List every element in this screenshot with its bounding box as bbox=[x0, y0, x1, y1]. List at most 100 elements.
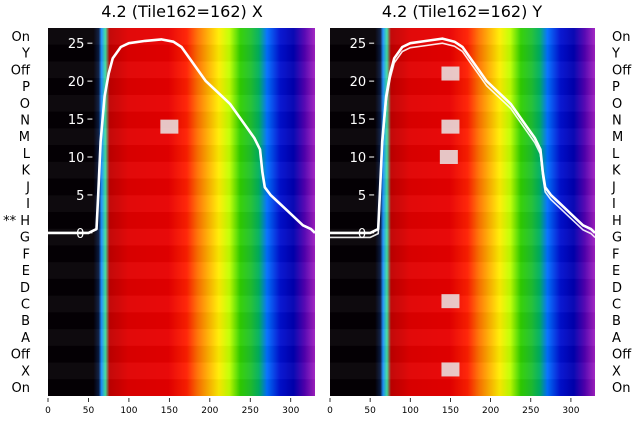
heatmap-row bbox=[48, 178, 315, 196]
row-label: N bbox=[612, 114, 622, 129]
heatmap-hotspot bbox=[441, 294, 460, 309]
heatmap-row bbox=[48, 212, 315, 229]
heatmap-row bbox=[48, 195, 315, 212]
heatmap-hotspot bbox=[441, 362, 460, 377]
x-tick-label: 100 bbox=[120, 406, 137, 416]
panel-title: 4.2 (Tile162=162) Y bbox=[382, 2, 543, 21]
row-label: A bbox=[612, 331, 621, 346]
y-tick-label: 25 bbox=[350, 37, 367, 52]
x-tick-label: 50 bbox=[364, 406, 376, 416]
heatmap-row bbox=[330, 28, 595, 45]
row-label: X bbox=[612, 364, 621, 379]
row-label: D bbox=[612, 281, 622, 296]
heatmap-row bbox=[48, 278, 315, 296]
y-tick-label: 10 bbox=[68, 151, 85, 166]
row-label: I bbox=[612, 197, 616, 212]
y-tick-label: 20 bbox=[68, 75, 85, 90]
y-tick-label: 20 bbox=[350, 75, 367, 90]
heatmap-field bbox=[330, 28, 595, 396]
heatmap-row bbox=[48, 329, 315, 346]
row-label: F bbox=[23, 247, 30, 262]
heatmap-row bbox=[48, 128, 315, 146]
heatmap-row bbox=[48, 94, 315, 112]
row-label: C bbox=[21, 298, 30, 313]
x-tick-label: 250 bbox=[522, 406, 539, 416]
row-label: N bbox=[20, 114, 30, 129]
row-label: Y bbox=[21, 47, 30, 62]
row-label: M bbox=[19, 130, 30, 145]
heatmap-hotspot bbox=[160, 119, 179, 134]
row-label: Off bbox=[612, 348, 632, 363]
heatmap-row bbox=[48, 312, 315, 330]
heatmap-row bbox=[330, 212, 595, 229]
row-label: K bbox=[21, 164, 30, 179]
heatmap-hotspot bbox=[441, 119, 460, 134]
profile-line bbox=[48, 38, 316, 235]
heatmap-row bbox=[330, 145, 595, 162]
x-tick-label: 200 bbox=[482, 406, 499, 416]
heatmap-row bbox=[48, 228, 315, 246]
row-label: K bbox=[612, 164, 621, 179]
row-label: C bbox=[612, 298, 621, 313]
row-label: E bbox=[612, 264, 620, 279]
row-label: M bbox=[612, 130, 623, 145]
heatmap-row bbox=[330, 78, 595, 95]
row-label: O bbox=[20, 97, 30, 112]
heatmap-row bbox=[330, 262, 595, 279]
row-label: J bbox=[611, 180, 616, 195]
row-label: B bbox=[612, 314, 621, 329]
heatmap-row bbox=[330, 345, 595, 363]
x-tick-label: 150 bbox=[161, 406, 178, 416]
heatmap-row bbox=[330, 94, 595, 112]
heatmap-row bbox=[330, 379, 595, 396]
heatmap-field bbox=[48, 28, 315, 396]
row-label: L bbox=[612, 147, 620, 162]
x-tick-label: 0 bbox=[327, 406, 333, 416]
y-tick-label: 10 bbox=[350, 151, 367, 166]
x-tick-label: 300 bbox=[282, 406, 299, 416]
row-label: Y bbox=[611, 47, 620, 62]
heatmap-row bbox=[330, 195, 595, 212]
y-tick-label: 25 bbox=[68, 37, 85, 52]
row-label: B bbox=[21, 314, 30, 329]
row-label: D bbox=[20, 281, 30, 296]
row-label: X bbox=[21, 364, 30, 379]
heatmap-hotspot bbox=[439, 149, 458, 164]
heatmap-row bbox=[330, 111, 595, 129]
row-label: P bbox=[22, 80, 30, 95]
heatmap-row bbox=[48, 345, 315, 363]
heatmap-row bbox=[330, 128, 595, 146]
x-tick-label: 100 bbox=[402, 406, 419, 416]
heatmap-row bbox=[48, 245, 315, 263]
heatmap-row bbox=[330, 362, 595, 380]
heatmap-hotspot bbox=[441, 66, 460, 81]
heatmap-row bbox=[48, 78, 315, 95]
x-tick-label: 150 bbox=[442, 406, 459, 416]
x-tick-label: 300 bbox=[562, 406, 579, 416]
row-label: On bbox=[612, 30, 630, 45]
row-label: Off bbox=[612, 63, 632, 78]
heatmap-row bbox=[330, 278, 595, 296]
heatmap-row bbox=[330, 61, 595, 79]
row-label: L bbox=[23, 147, 31, 162]
row-label: On bbox=[12, 381, 30, 396]
row-label: O bbox=[612, 97, 622, 112]
heatmap-row bbox=[48, 61, 315, 79]
heatmap-row bbox=[48, 362, 315, 380]
row-label: F bbox=[612, 247, 619, 262]
heatmap-row bbox=[48, 295, 315, 313]
x-tick-label: 200 bbox=[201, 406, 218, 416]
row-label: I bbox=[26, 197, 30, 212]
row-label: On bbox=[12, 30, 30, 45]
heatmap-row bbox=[48, 28, 315, 45]
heatmap-row bbox=[330, 245, 595, 263]
panel-y: 4.2 (Tile162=162) YOnYOffPONMLKJIHGFEDCB… bbox=[327, 2, 632, 416]
heatmap-row bbox=[48, 379, 315, 396]
x-tick-label: 0 bbox=[45, 406, 51, 416]
row-label: ** H bbox=[3, 214, 30, 229]
y-tick-label: 5 bbox=[358, 189, 366, 204]
row-label: Off bbox=[11, 348, 31, 363]
